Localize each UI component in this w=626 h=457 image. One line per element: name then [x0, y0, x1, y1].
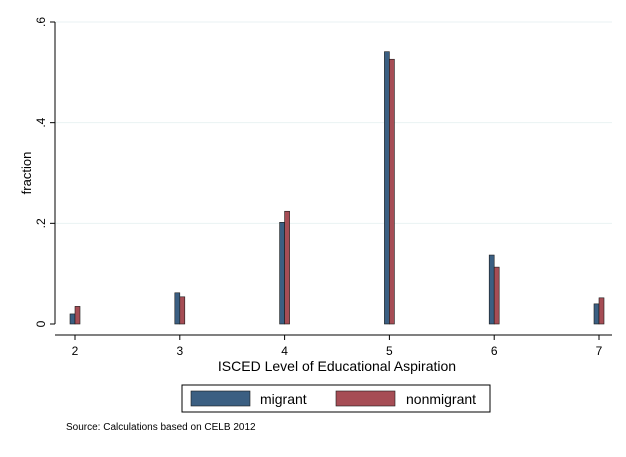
- gridlines: [55, 21, 612, 224]
- bars: [69, 51, 605, 325]
- source-note: Source: Calculations based on CELB 2012: [66, 422, 256, 433]
- bar-nonmigrant-2: [74, 306, 81, 325]
- bar-nonmigrant-3: [179, 296, 186, 325]
- axes: [54, 22, 612, 336]
- y-tick-label: .4: [34, 117, 48, 127]
- y-tick-label: .2: [34, 218, 48, 228]
- bar-migrant-3: [174, 292, 181, 325]
- bar-migrant-2: [69, 313, 76, 325]
- legend-label-nonmigrant: nonmigrant: [406, 391, 476, 407]
- bar-migrant-4: [279, 222, 285, 325]
- ticks: 0 .2 .4 .6 2 3 4 5 6 7: [34, 17, 603, 358]
- bar-nonmigrant-6: [493, 266, 500, 325]
- legend-label-migrant: migrant: [260, 391, 307, 407]
- x-tick-label: 2: [72, 344, 79, 358]
- x-tick-label: 4: [281, 344, 288, 358]
- legend-key-nonmigrant: [335, 390, 396, 407]
- bar-migrant-7: [593, 303, 600, 325]
- x-tick-label: 7: [596, 344, 603, 358]
- y-tick-label: .6: [34, 17, 48, 27]
- bar-migrant-5: [384, 51, 390, 325]
- y-axis-label: fraction: [19, 152, 34, 195]
- x-tick-label: 3: [176, 344, 183, 358]
- x-tick-label: 5: [386, 344, 393, 358]
- x-tick-label: 6: [491, 344, 498, 358]
- y-tick-label: 0: [34, 320, 48, 327]
- legend: migrant nonmigrant: [181, 384, 491, 413]
- bar-nonmigrant-5: [389, 58, 395, 325]
- bar-nonmigrant-7: [598, 297, 605, 325]
- bar-nonmigrant-4: [284, 210, 290, 325]
- bar-migrant-6: [488, 254, 495, 325]
- legend-key-migrant: [190, 390, 251, 407]
- x-axis-label: ISCED Level of Educational Aspiration: [218, 358, 456, 374]
